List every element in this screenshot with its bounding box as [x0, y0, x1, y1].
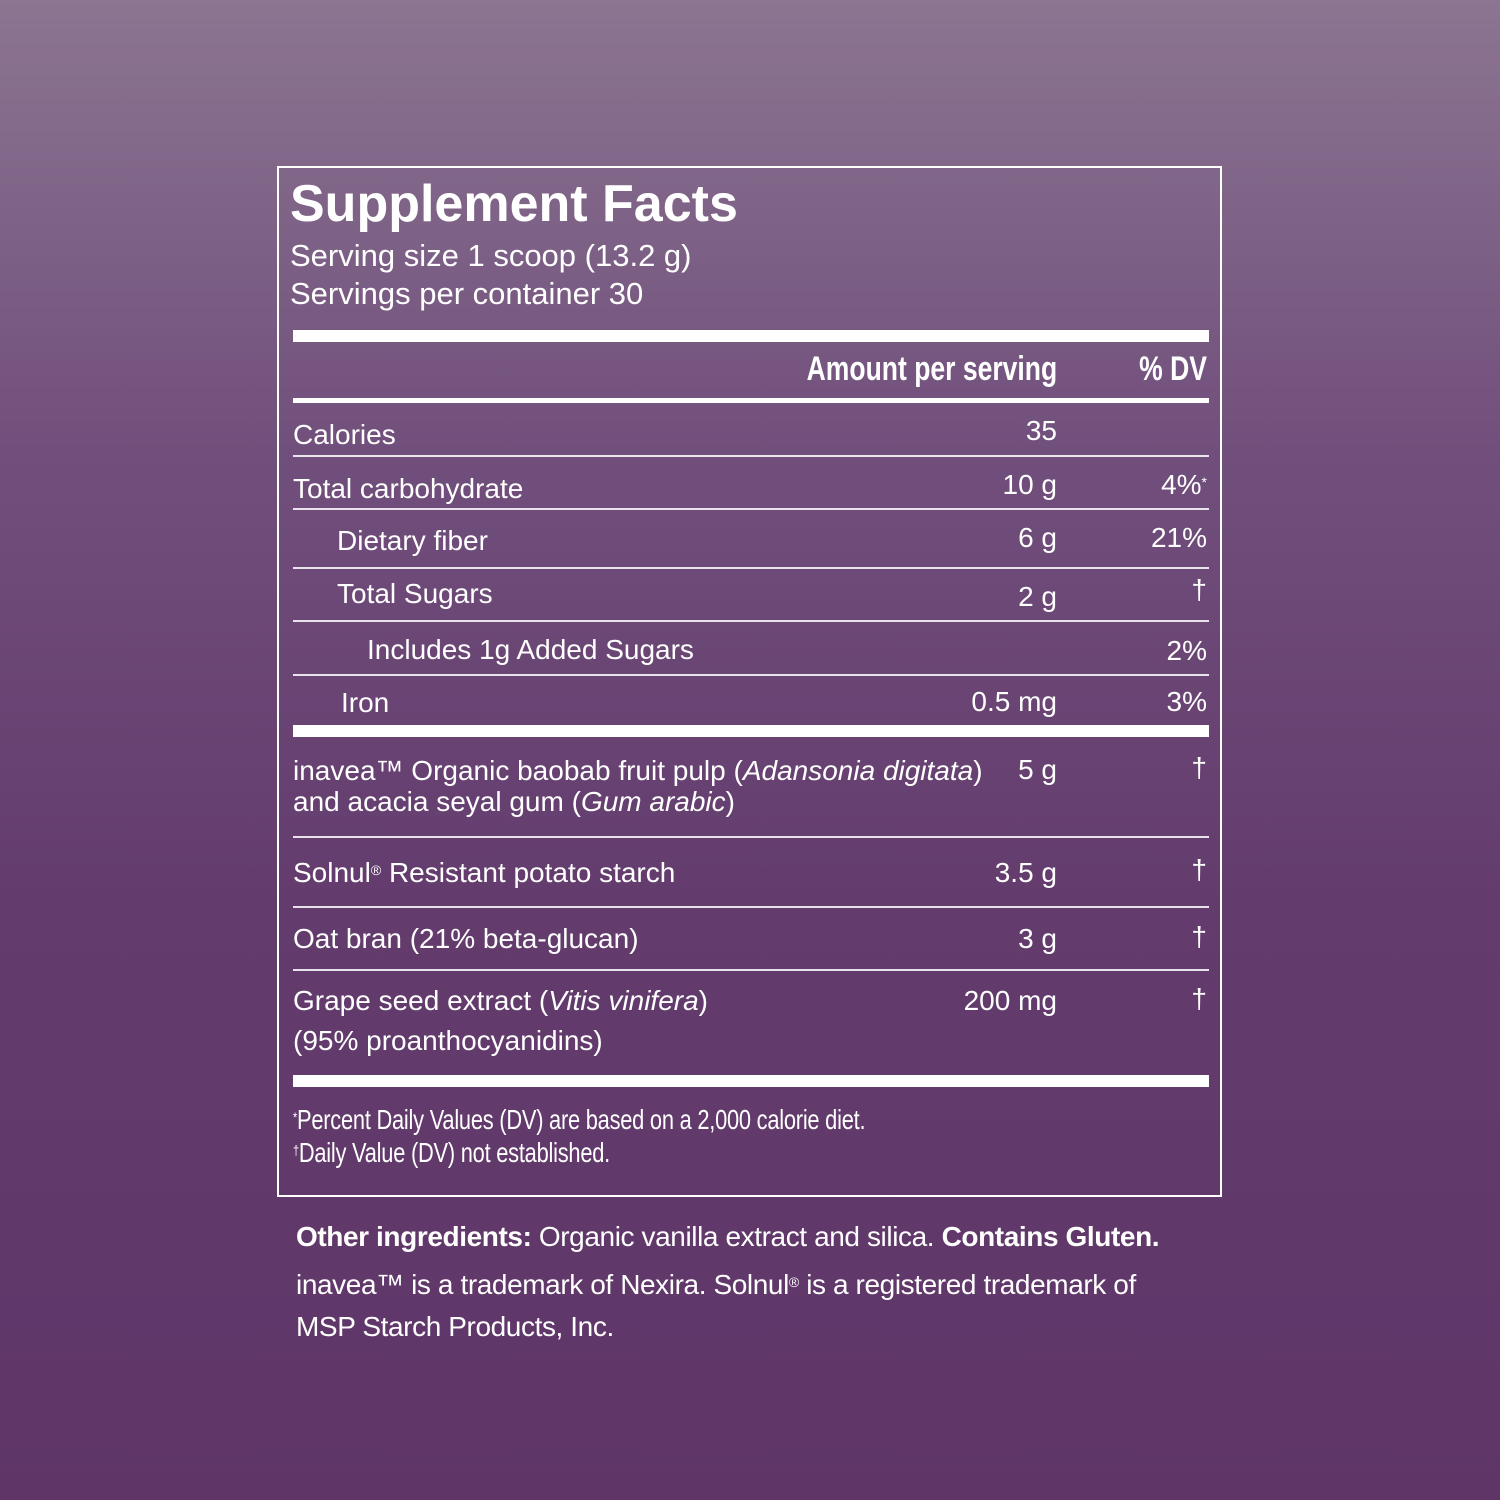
- row-rule: [293, 508, 1209, 510]
- text: and acacia seyal gum (: [293, 786, 581, 817]
- facts-box: [277, 166, 1222, 1197]
- registered-mark: ®: [788, 1274, 799, 1291]
- row-rule: [293, 674, 1209, 676]
- registered-mark: ®: [370, 862, 382, 879]
- nutrient-name: Total carbohydrate: [293, 473, 524, 504]
- nutrient-name: Total Sugars: [337, 578, 493, 609]
- warning: Contains Gluten.: [941, 1221, 1160, 1252]
- text: inavea™ Organic baobab fruit pulp (: [293, 755, 743, 786]
- nutrient-name: Iron: [341, 687, 390, 718]
- nutrient-amount: 35: [1025, 415, 1057, 446]
- nutrient-amount: 2 g: [1018, 581, 1057, 612]
- serving-size: Serving size 1 scoop (13.2 g): [290, 238, 692, 273]
- ingredient-name: Oat bran (21% beta-glucan): [293, 923, 639, 954]
- nutrient-amount: 6 g: [1018, 522, 1057, 553]
- ingredient-name: and acacia seyal gum (Gum arabic): [293, 784, 735, 820]
- ingredient-name: Solnul® Resistant potato starch: [293, 855, 675, 891]
- label: Other ingredients:: [296, 1221, 532, 1252]
- nutrient-amount: 0.5 mg: [971, 686, 1057, 717]
- thick-rule: [293, 1075, 1209, 1087]
- latin-name: Adansonia digitata: [742, 755, 974, 786]
- nutrient-dv: 2%: [1166, 635, 1207, 666]
- footnote: †Daily Value (DV) not established.: [293, 1135, 610, 1171]
- text: Grape seed extract (: [293, 985, 549, 1016]
- servings-per-container: Servings per container 30: [290, 276, 644, 311]
- footnote: *Percent Daily Values (DV) are based on …: [293, 1102, 866, 1138]
- nutrient-name: Includes 1g Added Sugars: [367, 634, 694, 665]
- text: inavea™ is a trademark of Nexira. Solnul: [296, 1269, 789, 1300]
- nutrient-name: Calories: [293, 419, 396, 450]
- ingredient-amount: 3 g: [1018, 923, 1057, 954]
- text: Solnul: [293, 857, 371, 888]
- row-rule: [293, 836, 1209, 838]
- nutrient-amount: 10 g: [1002, 469, 1058, 500]
- row-rule: [293, 455, 1209, 457]
- ingredient-dv: †: [1191, 854, 1207, 885]
- other-ingredients: Other ingredients: Organic vanilla extra…: [296, 1219, 1160, 1255]
- text: Resistant potato starch: [381, 857, 676, 888]
- footnote-mark: †: [293, 1142, 299, 1159]
- ingredient-dv: †: [1191, 921, 1207, 952]
- column-header: % DV: [1139, 350, 1207, 388]
- text: ): [698, 985, 708, 1016]
- title: Supplement Facts: [290, 175, 738, 233]
- dv-mark: *: [1201, 474, 1207, 491]
- ingredient-amount: 200 mg: [963, 985, 1057, 1016]
- thick-rule: [293, 725, 1209, 737]
- text: ): [973, 755, 983, 786]
- thick-rule: [293, 330, 1209, 342]
- ingredient-name: Grape seed extract (Vitis vinifera): [293, 983, 708, 1019]
- ingredient-amount: 3.5 g: [994, 857, 1057, 888]
- nutrient-dv: 3%: [1166, 686, 1207, 717]
- footnote-text: Daily Value (DV) not established.: [298, 1137, 610, 1168]
- rule: [293, 398, 1209, 403]
- trademarks: inavea™ is a trademark of Nexira. Solnul…: [296, 1264, 1196, 1348]
- nutrient-dv: 4%*: [1161, 467, 1207, 503]
- footnote-mark: *: [293, 1109, 298, 1126]
- ingredient-name: (95% proanthocyanidins): [293, 1025, 603, 1056]
- latin-name: Gum arabic: [580, 786, 726, 817]
- row-rule: [293, 969, 1209, 971]
- ingredient-dv: †: [1191, 983, 1207, 1014]
- row-rule: [293, 906, 1209, 908]
- latin-name: Vitis vinifera: [548, 985, 699, 1016]
- nutrient-dv: †: [1191, 574, 1207, 605]
- nutrient-name: Dietary fiber: [337, 525, 488, 556]
- text: ): [725, 786, 735, 817]
- text: Organic vanilla extract and silica.: [531, 1221, 942, 1252]
- text: is a registered trademark of MSP Starch …: [296, 1269, 1136, 1342]
- row-rule: [293, 620, 1209, 622]
- ingredient-amount: 5 g: [1018, 754, 1057, 785]
- dv-value: 4%: [1161, 469, 1202, 500]
- ingredient-name: inavea™ Organic baobab fruit pulp (Adans…: [293, 753, 983, 789]
- column-header: Amount per serving: [806, 350, 1057, 388]
- ingredient-dv: †: [1191, 752, 1207, 783]
- footnote-text: Percent Daily Values (DV) are based on a…: [297, 1104, 866, 1135]
- nutrient-dv: 21%: [1150, 522, 1207, 553]
- row-rule: [293, 567, 1209, 569]
